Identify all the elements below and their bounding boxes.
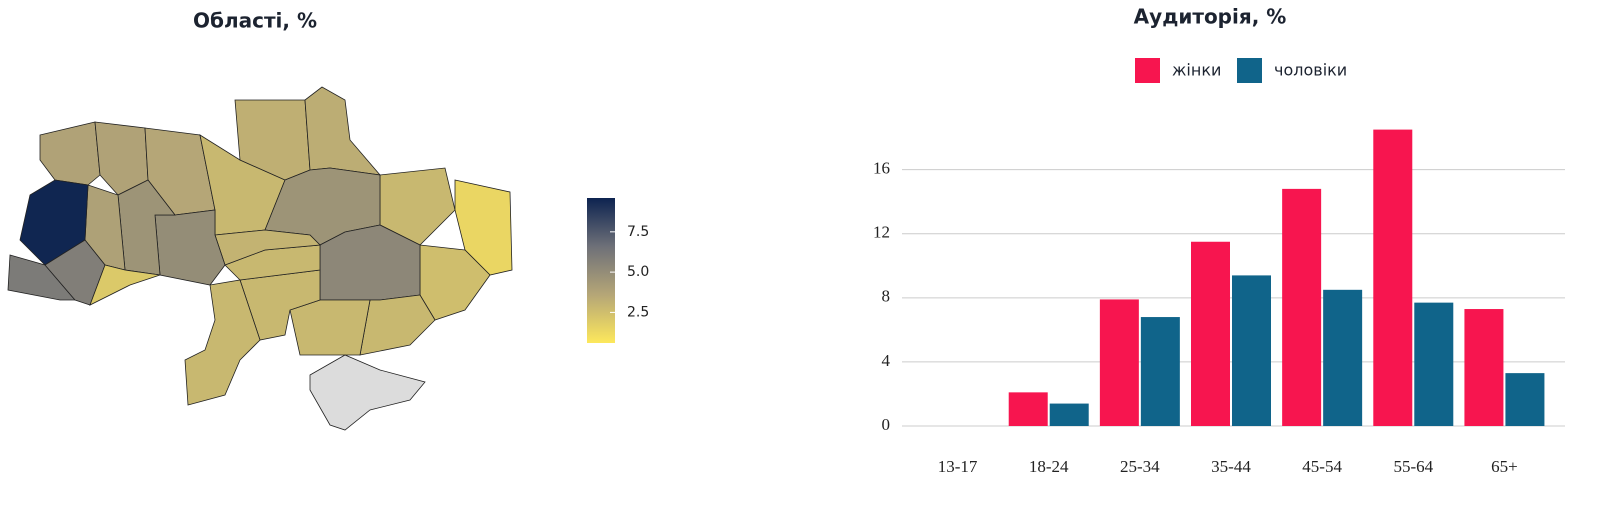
colorbar-tick-label: 5.0 <box>627 264 649 280</box>
colorbar <box>587 198 615 343</box>
legend-swatch <box>1135 58 1160 83</box>
y-tick-label: 0 <box>882 415 891 434</box>
colorbar-tick-label: 7.5 <box>627 224 649 240</box>
bar <box>1191 241 1230 426</box>
bar <box>1232 275 1271 426</box>
bar <box>1140 317 1180 426</box>
x-tick-label: 65+ <box>1491 457 1518 476</box>
y-tick-label: 4 <box>882 351 891 370</box>
bar <box>1282 188 1322 426</box>
bar <box>1323 289 1363 426</box>
chart-title: Аудиторія, % <box>1134 5 1287 29</box>
legend-label: чоловіки <box>1274 61 1347 80</box>
region <box>304 86 381 176</box>
bar <box>1464 309 1504 426</box>
y-tick-label: 16 <box>873 159 890 178</box>
bar <box>1373 129 1413 426</box>
region <box>154 209 226 286</box>
region <box>89 264 161 306</box>
bar <box>1414 302 1454 426</box>
region <box>289 299 371 356</box>
bar <box>1505 373 1545 426</box>
legend-label: жінки <box>1172 61 1221 80</box>
map-title: Області, % <box>193 9 317 33</box>
y-tick-label: 8 <box>882 287 891 306</box>
colorbar-tick-label: 2.5 <box>627 304 649 320</box>
x-tick-label: 25-34 <box>1120 457 1160 476</box>
x-tick-label: 35-44 <box>1211 457 1251 476</box>
bar <box>1008 392 1048 426</box>
legend-swatch <box>1237 58 1262 83</box>
region <box>309 354 426 431</box>
y-tick-label: 12 <box>873 223 890 242</box>
x-tick-label: 45-54 <box>1302 457 1342 476</box>
bar <box>1099 299 1139 426</box>
region <box>39 121 101 186</box>
region <box>184 279 261 406</box>
x-tick-label: 13-17 <box>938 457 978 476</box>
bar <box>1049 403 1089 426</box>
x-tick-label: 18-24 <box>1029 457 1069 476</box>
region <box>7 254 76 301</box>
region <box>359 294 436 356</box>
x-tick-label: 55-64 <box>1393 457 1433 476</box>
